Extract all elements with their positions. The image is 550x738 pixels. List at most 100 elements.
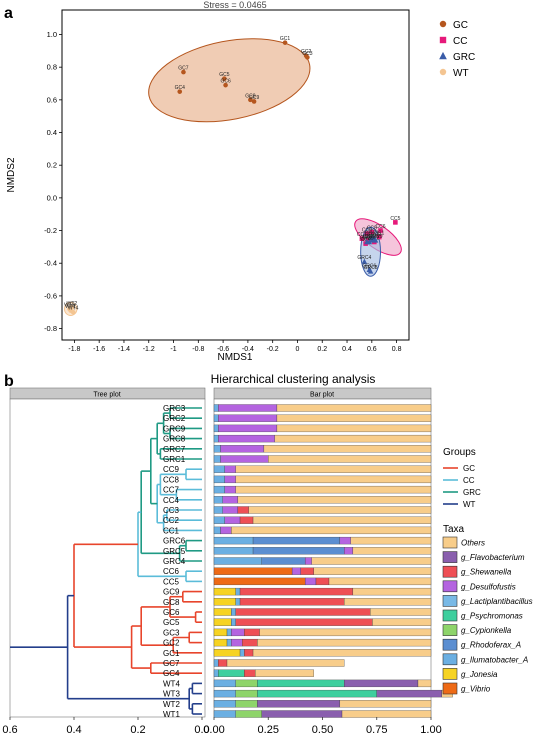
bar-cc7-g-desulfofustis — [224, 485, 236, 494]
point-grc9 — [372, 237, 379, 243]
bar-grc6-g-desulfofustis — [339, 536, 351, 545]
point-label-grc8: GRC8 — [364, 265, 378, 271]
sample-label-grc4: GRC4 — [163, 557, 186, 566]
legend-marker-cc — [439, 36, 447, 44]
bar-gc3-g-jonesia — [213, 628, 228, 637]
y-tick-label-9: -0.8 — [44, 324, 57, 333]
bar-wt4-g-psychromonas — [257, 679, 345, 688]
sample-label-cc3: CC3 — [163, 506, 180, 515]
sample-label-wt4: WT4 — [163, 679, 180, 688]
point-label-grc9: GRC9 — [369, 234, 383, 240]
bar-gc5-g-ilumatobacter-a — [231, 618, 236, 626]
bar-grc2-others — [276, 414, 432, 422]
group-legend-label-grc: GRC — [463, 488, 481, 497]
group-ellipses — [63, 38, 402, 316]
bar-gc6-g-shewanella — [235, 608, 371, 616]
point-label-gc2: GC2 — [301, 49, 312, 55]
x-axis: -1.8 -1.6 -1.4 -1.2 -1 -0.8 -0.6 -0.4 -0.2 0 0.2 0.… — [68, 340, 402, 353]
bar-wt3-g-ilumatobacter-a — [213, 689, 236, 698]
point-label-wt3: WT3 — [64, 302, 75, 308]
bar-gc7-others — [226, 659, 345, 667]
bar-cc8-others — [235, 475, 432, 484]
sample-label-wt2: WT2 — [163, 700, 180, 709]
tree-plot-area — [9, 398, 206, 718]
group-legend-label-wt: WT — [463, 500, 476, 509]
bar-cc5-g-desulfofustis — [304, 577, 317, 586]
point-label-wt2: WT2 — [67, 301, 78, 307]
bar-grc2-g-desulfofustis — [218, 414, 278, 422]
bar-grc6-others — [350, 536, 432, 545]
sample-label-cc7: CC7 — [163, 486, 180, 495]
tree-x-tick-label-2: 0.4 — [66, 724, 81, 736]
bar-x-tick-label-0: 0.00 — [203, 724, 224, 736]
bar-wt1-g-ilumatobacter-a — [213, 710, 236, 718]
bar-grc3-g-desulfofustis — [218, 404, 278, 412]
sample-label-wt3: WT3 — [163, 690, 180, 699]
stress-title: Stress = 0.0465 — [203, 0, 266, 10]
panel-a-letter: a — [4, 5, 13, 22]
bar-cc4-others — [237, 496, 432, 504]
bar-cc1-others — [231, 526, 432, 535]
taxa-legend-swatch-g-cypionkella — [442, 624, 458, 636]
taxa-legend-swatch-others — [442, 536, 458, 549]
y-tick-label-6: -0.2 — [44, 226, 57, 235]
sample-label-gc1: GC1 — [163, 649, 180, 658]
sample-label-cc9: CC9 — [163, 465, 180, 474]
bar-grc3-others — [276, 404, 432, 412]
bar-grc4-g-desulfofustis — [304, 557, 312, 565]
sample-label-gc6: GC6 — [163, 608, 180, 617]
point-label-wt1: WT1 — [65, 304, 76, 310]
bar-grc7-g-ilumatobacter-a — [213, 445, 221, 453]
sample-label-gc2: GC2 — [163, 639, 180, 648]
bar-cc3-others — [248, 506, 432, 514]
point-cc1 — [376, 234, 382, 240]
bar-grc2-g-ilumatobacter-a — [213, 414, 219, 422]
bar-wt1-g-flavobacterium — [261, 710, 343, 718]
point-gc3 — [305, 55, 310, 60]
bar-cc6-others — [313, 567, 432, 575]
legend-marker-gc — [439, 20, 447, 28]
clustering-title: Hierarchical clustering analysis — [211, 372, 376, 386]
sample-label-cc5: CC5 — [163, 577, 180, 586]
legend-marker-grc — [439, 51, 447, 60]
taxa-legend-label-g-vibrio: g_Vibrio — [461, 685, 491, 694]
taxa-legend-label-g-cypionkella: g_Cypionkella — [461, 626, 512, 635]
bar-gc9-others — [352, 587, 432, 596]
taxa-legend-label-g-desulfofustis: g_Desulfofustis — [461, 582, 516, 591]
groups-legend: GC CC GRC WT — [443, 464, 481, 509]
bar-cc9-g-desulfofustis — [224, 465, 236, 473]
bar-grc5-g-desulfofustis — [344, 547, 354, 555]
x-tick-label-1: -1.6 — [93, 346, 105, 353]
point-cc5 — [393, 220, 398, 225]
sample-label-gc4: GC4 — [163, 669, 180, 678]
x-tick-label-11: 0.4 — [342, 346, 352, 353]
bar-gc7-g-ilumatobacter-a — [213, 659, 219, 667]
point-label-gc7: GC7 — [178, 66, 189, 72]
point-cc7 — [359, 236, 365, 242]
bar-cc2-g-shewanella — [239, 516, 254, 524]
sample-label-cc6: CC6 — [163, 567, 180, 576]
bar-grc9-g-ilumatobacter-a — [213, 424, 219, 433]
bar-grc4-others — [311, 557, 432, 565]
bar-cc7-others — [235, 485, 432, 494]
point-cc9 — [364, 231, 370, 237]
taxa-legend-swatch-g-shewanella — [442, 565, 458, 578]
bar-wt2-g-flavobacterium — [257, 700, 341, 708]
bar-cc5-others — [328, 577, 432, 586]
bar-gc2-g-ilumatobacter-a — [226, 638, 232, 647]
taxa-legend-label-g-rhodoferax-a: g_Rhodoferax_A — [461, 641, 521, 650]
legend-marker-wt — [439, 68, 447, 76]
point-label-gc9: GC9 — [249, 95, 260, 101]
point-gc6 — [223, 82, 228, 88]
sample-label-grc2: GRC2 — [163, 414, 186, 423]
bar-cc2-g-ilumatobacter-a — [213, 516, 226, 524]
bar-wt3-g-psychromonas — [257, 689, 377, 698]
taxa-legend: Others g_Flavobacterium g_Shewanella g_Desu… — [442, 536, 533, 695]
bar-gc8-g-shewanella — [239, 598, 345, 606]
y-tick-label-8: -0.6 — [44, 291, 57, 300]
bar-wt2-others — [339, 700, 432, 708]
bar-grc5-g-ilumatobacter-a — [213, 547, 254, 555]
bar-grc5-g-rhodoferax-a — [252, 547, 345, 555]
bar-gc2-g-jonesia — [213, 638, 228, 647]
bar-x-tick-label-1: 0.25 — [258, 724, 279, 736]
